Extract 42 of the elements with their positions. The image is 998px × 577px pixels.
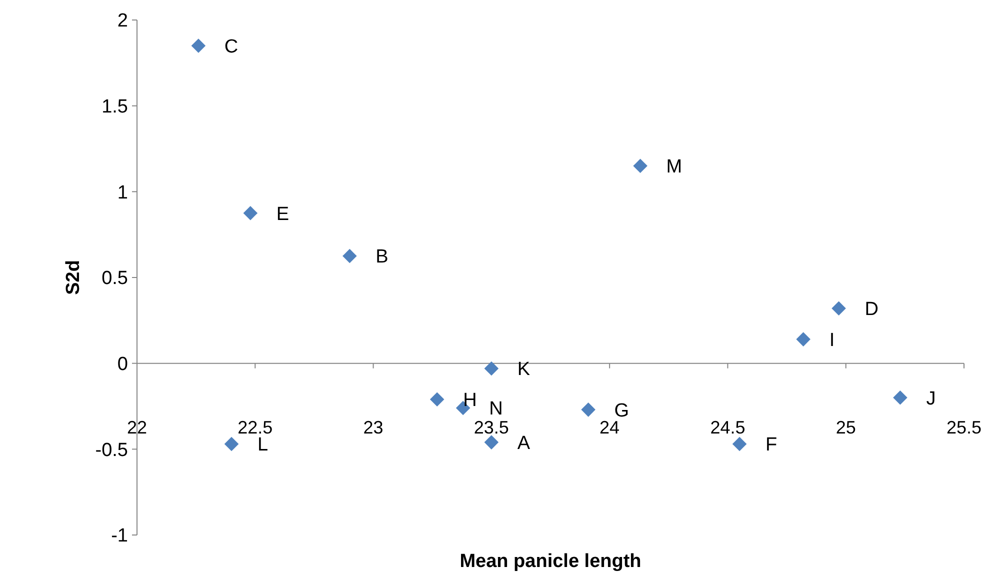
annotation: F [766, 434, 778, 456]
x-tick-label: 25 [836, 417, 856, 438]
point [342, 248, 357, 264]
y-tick-label: -0.5 [95, 440, 128, 461]
point [732, 436, 747, 452]
annotation: E [276, 204, 290, 225]
point [484, 435, 499, 450]
annotation: A [517, 432, 530, 454]
x-tick-label: 24.5 [710, 417, 746, 438]
point [893, 390, 908, 405]
y-tick-label: 1 [117, 182, 128, 204]
point [224, 436, 239, 452]
annotation: K [517, 359, 530, 380]
point [633, 158, 648, 174]
annotation: J [926, 388, 936, 410]
annotation: M [666, 156, 682, 178]
x-tick-label: 23 [363, 417, 384, 438]
point [796, 332, 810, 346]
y-tick-label: 1.5 [102, 96, 128, 118]
x-axis-title: Mean panicle length [460, 551, 642, 572]
annotation: C [224, 36, 238, 58]
point [430, 392, 444, 407]
annotation: L [258, 434, 268, 456]
y-tick-label: -1 [111, 526, 128, 547]
point [581, 402, 596, 417]
y-axis-title: S2d [63, 260, 84, 295]
point [832, 301, 846, 316]
y-tick-label: 2 [117, 10, 128, 32]
x-tick-label: 22 [126, 417, 148, 438]
annotation: H [463, 390, 477, 412]
annotation: D [864, 299, 879, 320]
y-tick-label: 0 [117, 354, 128, 375]
point [191, 38, 206, 53]
point [484, 361, 499, 376]
x-tick-label: 23.5 [474, 417, 509, 438]
y-tick-label: 0.5 [102, 268, 128, 290]
x-tick-label: 22.5 [238, 417, 273, 438]
point [243, 206, 258, 220]
x-tick-label: 25.5 [946, 417, 982, 438]
annotation: I [829, 330, 835, 351]
annotation: B [376, 246, 388, 268]
annotation: N [489, 398, 503, 420]
